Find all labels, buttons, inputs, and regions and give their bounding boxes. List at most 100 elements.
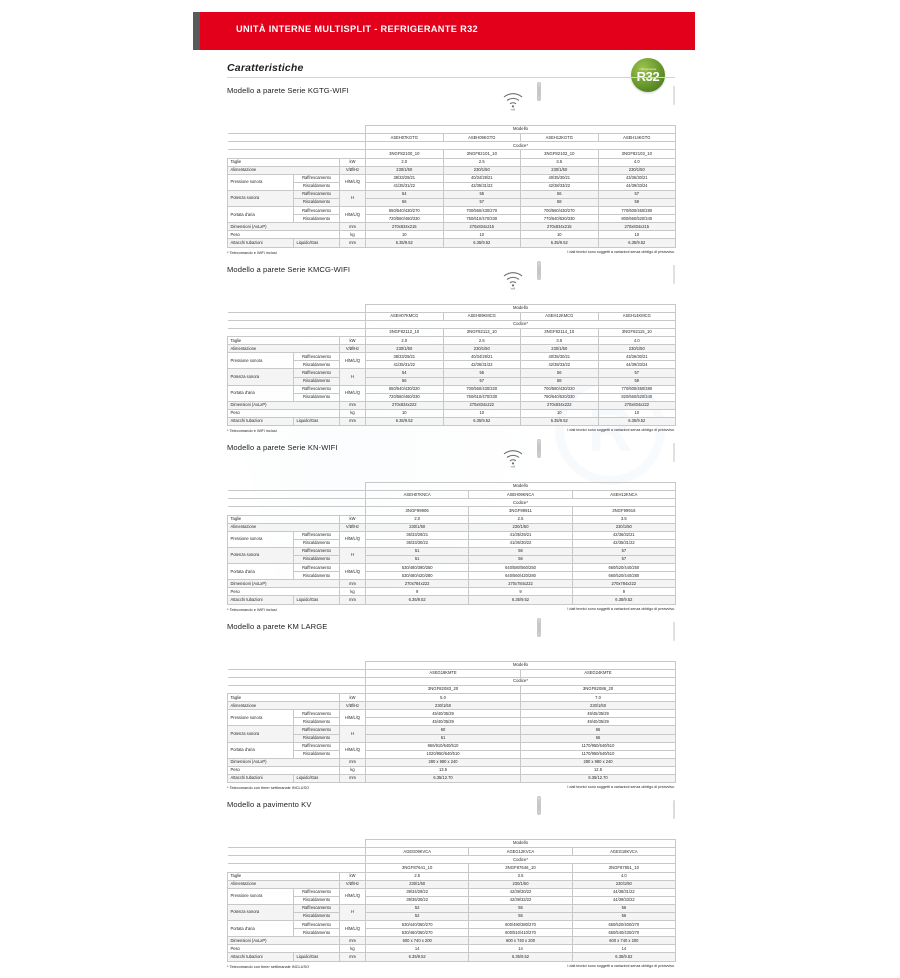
model-code: 3NGF82115_10 [597,327,677,338]
row-unit: V/Ø/Hz [338,701,367,711]
spec-value: 720/560/460/330 [365,392,444,402]
spec-value: 10 [442,408,522,418]
table-row-dimensioni: Dimensioni (AxLxP) mm 280 x 980 x 240 280 x… [227,757,677,767]
spec-value: 45/40/35/29 [365,709,522,719]
model-header-label: Modello [365,124,677,135]
spec-value: 720/560/460/330 [365,214,444,224]
spec-value: 57 [597,189,677,200]
table-row-taglie: Taglie kW 2.0 2.5 3.5 4.0 [227,157,677,167]
row-unit: H/M/L/Q [338,741,367,759]
spec-value: 38/33/29/21 [365,173,444,183]
table-row-model: Modello [227,838,677,849]
section-icons: wifi [475,439,675,480]
row-sublabel: Raffrescamento [293,189,340,200]
row-sublabel: Liquido/Gas [293,595,340,605]
spec-value: 56 [468,546,573,557]
table-row-potenza-raffrescamento: Potenza sonora Raffrescamento H 52 55 56 [227,903,677,922]
model-header-label: Modello [365,303,677,313]
spec-value: 3.5 [571,514,677,524]
table-row-model: Modello [227,303,677,313]
model-name: ASEH07KMCG [365,311,444,321]
spec-value: 60 [365,725,522,735]
remote-control-icon [537,260,551,298]
row-sublabel: Riscaldamento [293,733,340,743]
spec-value: 58 [520,376,599,386]
title-divider [227,77,675,78]
specifications-table: Modello ASEH07KGTG ASEH09KGTG ASEH12KGTG ASE… [227,124,677,248]
svg-text:wifi: wifi [511,286,516,289]
row-label: Peso [227,944,340,954]
spec-value: 600/490/380/270 [468,920,573,930]
table-row-model: Modello [227,481,677,492]
spec-value: 2.5 [442,157,522,167]
table-row-portata-riscaldamento: Riscaldamento 720/560/460/330 750/610/470/… [228,392,677,402]
model-name: ASEG18KMTE [365,668,522,678]
row-unit: H/M/L/Q [338,352,367,370]
row-sublabel: Riscaldamento [293,895,340,905]
table-row-portata-raffrescamento: Portata d'aria Raffrescamento H/M/L/Q 650/5… [227,384,677,402]
table-row-model-names: AGEG09KVCA AGEG12KVCA AGEG18KVCA [227,847,677,857]
spec-value: 57 [597,368,677,378]
spec-value: 10 [597,408,677,418]
row-sublabel: Riscaldamento [293,571,340,581]
table-row-alimentazione: Alimentazione V/Ø/Hz 230/1/50 230/1/50 230/1… [227,344,677,354]
spec-value: 230/1/50 [520,165,599,175]
spec-value: 6.35/12.70 [365,773,522,784]
section-footnotes: * Telecomando e WiFi inclusi I dati tecni… [227,607,675,612]
section-header: Modello a parete Serie KMCG-WIFI wifi [227,260,675,304]
spec-value: 41/35/31/22 [365,360,444,370]
spec-value: 6.35/9.52 [571,952,677,962]
spec-value: 56 [571,903,677,914]
code-header-label: Codice* [365,855,677,865]
row-sublabel: Raffrescamento [293,709,340,719]
row-label: Potenza sonora [227,546,294,565]
spec-value: 2.5 [442,336,522,346]
spec-value: 56 [571,912,677,922]
table-row-taglie: Taglie kW 2.0 2.5 3.5 [227,514,677,524]
table-row-model-names: ASEH07KNCA ASEH09KNCA ASEH12KNCA [227,490,677,500]
row-sublabel: Riscaldamento [293,181,340,191]
row-sublabel: Riscaldamento [293,538,340,548]
svg-text:wifi: wifi [511,108,516,111]
table-row-codes: 3NGF82100_10 3NGF82101_10 3NGF82102_10 3NGF… [227,149,677,159]
model-code: 3NGF82113_10 [442,327,522,338]
spec-value: 14 [365,944,470,954]
table-row-taglie: Taglie kW 5.0 7.0 [227,693,677,703]
row-sublabel: Liquido/Gas [293,416,340,427]
spec-section: Modello a parete KM LARGE Modello ASEG18KM… [227,617,677,790]
footnote-remote: * Telecomando e WiFi inclusi [227,249,277,255]
table-row-potenza-riscaldamento: Riscaldamento 52 55 56 [227,912,677,922]
model-name: ASEH09KNCA [468,490,573,500]
spec-value: 42/39/32/22 [468,895,573,905]
row-label: Potenza sonora [227,903,294,922]
row-unit: H/M/L/Q [338,920,367,938]
table-row-alimentazione: Alimentazione V/Ø/Hz 230/1/50 230/1/50 230/1… [227,165,677,175]
row-sublabel: Raffrescamento [293,352,340,362]
footnote-disclaimer: I dati tecnici sono soggetti a variazion… [567,963,675,968]
spec-value: 44/39/33/22 [571,895,677,905]
row-unit: H/M/L/Q [338,384,367,402]
table-row-model-names: ASEH07KMCG ASEH09KMCG ASEH12KMCG ASEH14KMCG [227,311,677,321]
spec-value: 57 [442,376,522,386]
spec-value: 2.0 [365,514,470,524]
spec-value: 230/1/50 [365,344,444,354]
row-unit: H/M/L/Q [338,173,367,191]
row-sublabel: Raffrescamento [293,725,340,735]
row-unit: kW [338,157,367,167]
code-header-label: Codice* [365,319,677,329]
spec-value: 600 x 740 x 200 [468,936,573,946]
table-row-taglie: Taglie kW 2.0 2.5 3.5 4.0 [227,336,677,346]
section-header: Modello a parete KM LARGE [227,617,675,661]
banner-bar: UNITÀ INTERNE MULTISPLIT - REFRIGERANTE … [200,12,695,50]
datasheet-body: Caratteristiche Modello a parete Serie K… [227,62,677,978]
row-sublabel: Riscaldamento [293,360,340,370]
table-row-peso: Peso kg 14 14 14 [227,944,677,954]
spec-value: 6.35/9.52 [365,595,470,605]
spec-value: 4.0 [597,336,677,346]
table-row-codes: 3NGF82112_10 3NGF82113_10 3NGF82114_10 3NGF… [227,327,677,338]
spec-value: 270x834x215 [597,222,677,232]
row-sublabel: Liquido/Gas [293,238,340,248]
spec-value: 43/36/30/21 [597,173,677,183]
spec-value: 45/40/35/29 [365,717,522,727]
table-row-dimensioni: Dimensioni (AxLxP) mm 270x834x222 270x834x2… [227,400,677,410]
